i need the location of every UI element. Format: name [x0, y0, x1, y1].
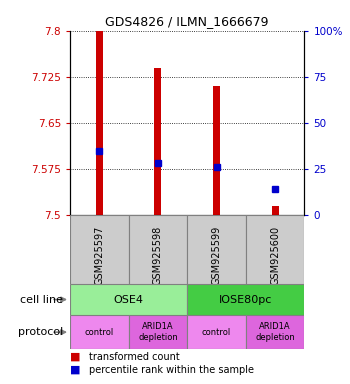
Text: ■: ■: [70, 364, 80, 375]
Bar: [129, 215, 187, 284]
Text: control: control: [85, 328, 114, 337]
Text: control: control: [202, 328, 231, 337]
Text: OSE4: OSE4: [114, 295, 144, 305]
Text: transformed count: transformed count: [89, 352, 180, 362]
Text: ■: ■: [70, 352, 80, 362]
Bar: [187, 315, 246, 349]
Bar: [70, 215, 129, 284]
Bar: [70, 315, 129, 349]
Text: ARID1A
depletion: ARID1A depletion: [138, 323, 178, 342]
Bar: [70, 284, 187, 315]
Text: ARID1A
depletion: ARID1A depletion: [255, 323, 295, 342]
Bar: [154, 68, 161, 215]
Text: protocol: protocol: [18, 327, 63, 337]
Bar: [187, 284, 304, 315]
Text: GSM925599: GSM925599: [211, 225, 222, 285]
Bar: [246, 315, 304, 349]
Text: GSM925597: GSM925597: [94, 225, 104, 285]
Text: GSM925598: GSM925598: [153, 225, 163, 285]
Bar: [246, 215, 304, 284]
Text: IOSE80pc: IOSE80pc: [219, 295, 273, 305]
Title: GDS4826 / ILMN_1666679: GDS4826 / ILMN_1666679: [105, 15, 269, 28]
Bar: [213, 86, 220, 215]
Text: GSM925600: GSM925600: [270, 225, 280, 285]
Bar: [272, 206, 279, 215]
Bar: [187, 215, 246, 284]
Bar: [129, 315, 187, 349]
Bar: [96, 31, 103, 215]
Text: percentile rank within the sample: percentile rank within the sample: [89, 364, 254, 375]
Text: cell line: cell line: [20, 295, 63, 305]
